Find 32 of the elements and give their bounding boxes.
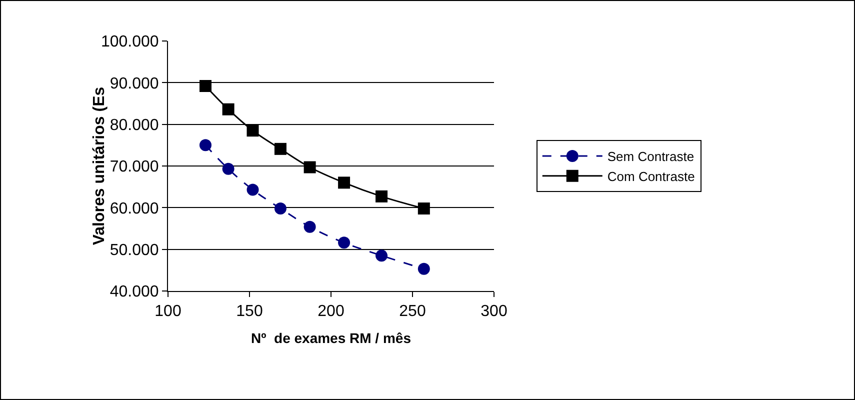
- legend-label: Sem Contraste: [607, 149, 694, 164]
- legend-label: Com Contraste: [607, 168, 695, 184]
- point: [274, 142, 286, 155]
- y-tick-label: 40.000: [110, 284, 159, 301]
- x-tick-label: 300: [480, 303, 508, 320]
- x-tick-label: 200: [318, 303, 344, 320]
- y-axis-title: Valores unitários (Es: [90, 86, 108, 246]
- point: [199, 80, 212, 92]
- x-tick-label: 250: [399, 303, 426, 320]
- point: [418, 202, 430, 214]
- y-tick-label: 50.000: [110, 242, 159, 259]
- point: [418, 262, 430, 275]
- point: [304, 220, 316, 233]
- point: [199, 139, 212, 152]
- point: [222, 162, 234, 175]
- x-tick-label: 150: [236, 303, 263, 320]
- y-tick-label: 60.000: [110, 200, 159, 218]
- y-tick-label: 100.000: [100, 34, 159, 51]
- y-tick-label: 70.000: [110, 158, 159, 176]
- x-axis-title: Nº de exames RM / mês: [251, 330, 412, 346]
- point: [274, 202, 286, 214]
- point: [222, 103, 234, 116]
- point: [246, 124, 259, 137]
- y-tick-label: 90.000: [110, 75, 159, 92]
- point: [338, 236, 350, 249]
- point: [376, 250, 388, 262]
- point: [246, 184, 259, 196]
- point: [376, 190, 388, 202]
- y-tick-label: 80.000: [110, 116, 159, 134]
- point: [304, 161, 316, 174]
- point: [338, 176, 350, 189]
- x-tick-label: 100: [154, 303, 182, 320]
